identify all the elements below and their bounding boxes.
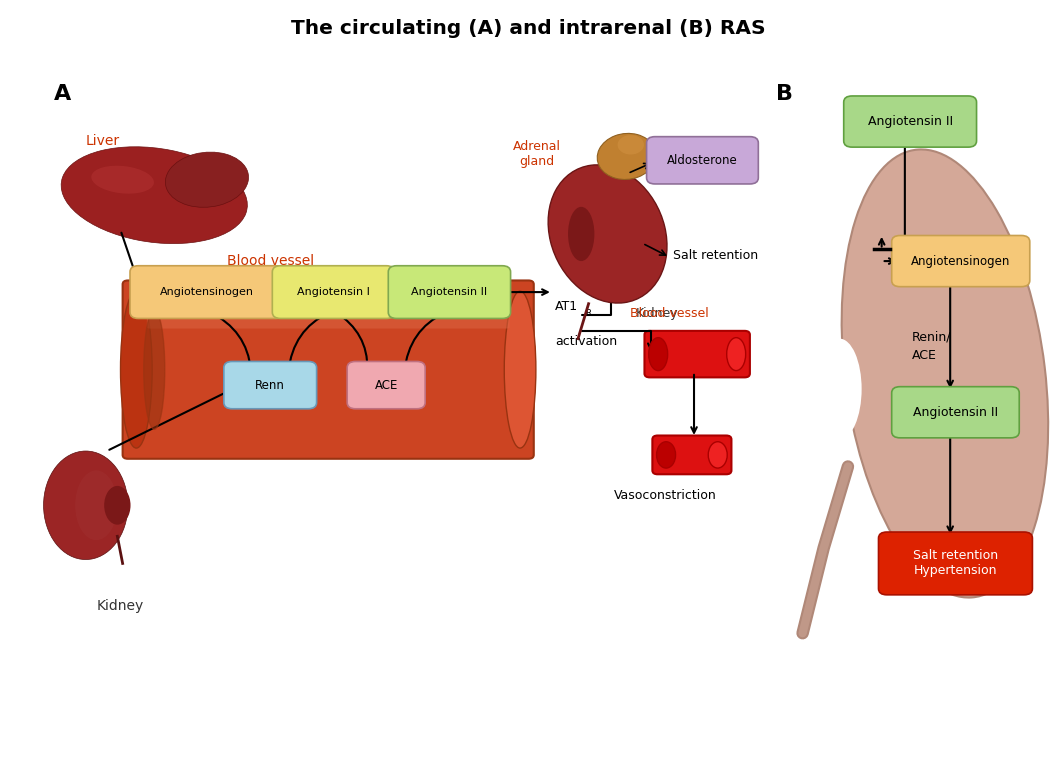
- Ellipse shape: [617, 135, 644, 155]
- Ellipse shape: [61, 147, 247, 244]
- Text: activation: activation: [555, 335, 617, 348]
- Text: Angiotensin I: Angiotensin I: [297, 287, 370, 297]
- FancyBboxPatch shape: [273, 266, 394, 318]
- Ellipse shape: [549, 165, 667, 303]
- Text: Angiotensinogen: Angiotensinogen: [160, 287, 254, 297]
- Ellipse shape: [597, 133, 655, 180]
- Text: Salt retention
Hypertension: Salt retention Hypertension: [913, 549, 998, 577]
- Text: A: A: [54, 85, 72, 104]
- FancyBboxPatch shape: [388, 266, 511, 318]
- Ellipse shape: [75, 471, 117, 540]
- Text: Angiotensin II: Angiotensin II: [868, 115, 952, 128]
- Ellipse shape: [841, 149, 1049, 598]
- Text: Aldosterone: Aldosterone: [667, 154, 738, 166]
- Text: Liver: Liver: [86, 134, 119, 148]
- Text: Renn: Renn: [256, 379, 285, 391]
- Text: Salt retention: Salt retention: [673, 249, 758, 262]
- Text: Angiotensin II: Angiotensin II: [913, 406, 998, 419]
- Text: Angiotensin II: Angiotensin II: [411, 287, 487, 297]
- Text: R: R: [586, 310, 591, 318]
- Ellipse shape: [144, 310, 165, 429]
- Ellipse shape: [43, 451, 128, 559]
- Text: Adrenal
gland: Adrenal gland: [513, 140, 561, 168]
- Text: Kidney: Kidney: [96, 599, 144, 613]
- Text: Angiotensinogen: Angiotensinogen: [911, 254, 1010, 268]
- FancyBboxPatch shape: [645, 331, 749, 377]
- Ellipse shape: [708, 442, 727, 468]
- FancyBboxPatch shape: [347, 362, 425, 408]
- Ellipse shape: [165, 152, 248, 207]
- Text: Blood vessel: Blood vessel: [630, 307, 708, 321]
- Text: The circulating (A) and intrarenal (B) RAS: The circulating (A) and intrarenal (B) R…: [291, 19, 766, 38]
- Ellipse shape: [568, 207, 594, 261]
- Ellipse shape: [105, 486, 130, 524]
- Ellipse shape: [656, 442, 675, 468]
- Text: B: B: [776, 85, 793, 104]
- FancyBboxPatch shape: [130, 266, 284, 318]
- Ellipse shape: [504, 291, 536, 448]
- Ellipse shape: [817, 338, 861, 440]
- FancyBboxPatch shape: [892, 236, 1030, 286]
- FancyBboxPatch shape: [878, 532, 1033, 595]
- Text: ACE: ACE: [912, 349, 938, 363]
- FancyBboxPatch shape: [647, 137, 758, 184]
- Ellipse shape: [120, 291, 152, 448]
- Ellipse shape: [649, 338, 668, 370]
- FancyBboxPatch shape: [892, 387, 1019, 438]
- FancyBboxPatch shape: [123, 280, 534, 459]
- FancyBboxPatch shape: [147, 300, 509, 328]
- Ellipse shape: [91, 166, 154, 194]
- Text: Kidney: Kidney: [636, 307, 679, 320]
- FancyBboxPatch shape: [652, 436, 731, 475]
- Text: Renin/: Renin/: [912, 331, 951, 344]
- Text: Vasoconstriction: Vasoconstriction: [614, 489, 717, 502]
- Ellipse shape: [727, 338, 745, 370]
- Text: ACE: ACE: [374, 379, 397, 391]
- FancyBboxPatch shape: [224, 362, 317, 408]
- Text: AT1: AT1: [555, 300, 578, 313]
- FancyBboxPatch shape: [843, 96, 977, 147]
- Text: Blood vessel: Blood vessel: [226, 254, 314, 268]
